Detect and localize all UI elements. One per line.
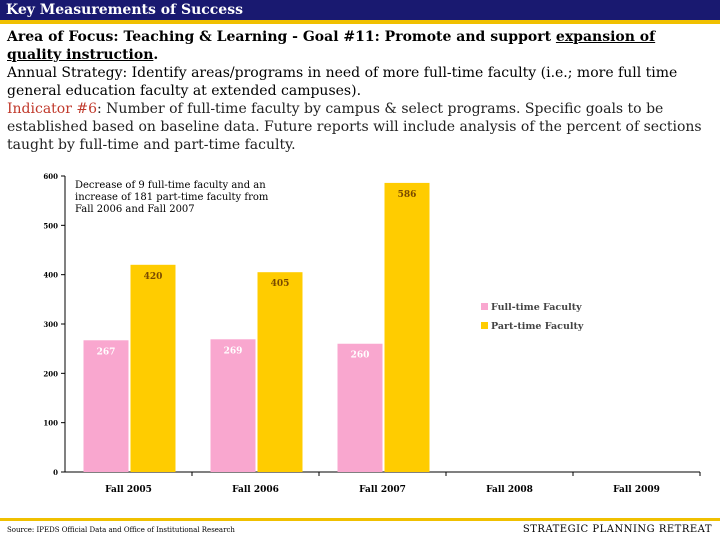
data-label: 405	[271, 279, 290, 289]
bar-part-time	[384, 182, 430, 472]
x-tick-label: Fall 2006	[232, 485, 279, 495]
y-tick-label: 0	[53, 468, 58, 477]
x-tick-label: Fall 2009	[613, 485, 660, 495]
legend-label: Full-time Faculty	[491, 302, 582, 313]
legend-swatch	[481, 322, 488, 329]
data-label: 586	[398, 190, 417, 200]
legend-swatch	[481, 303, 488, 310]
indicator-statement: Indicator #6: Number of full-time facult…	[7, 100, 713, 154]
x-tick-label: Fall 2007	[359, 485, 406, 495]
y-tick-label: 400	[43, 271, 58, 280]
data-label: 420	[144, 272, 163, 282]
legend-label: Part-time Faculty	[491, 321, 584, 332]
text-block: Area of Focus: Teaching & Learning - Goa…	[7, 28, 713, 154]
page-title: Key Measurements of Success	[0, 0, 720, 20]
x-tick-label: Fall 2005	[105, 485, 152, 495]
data-label: 267	[97, 347, 116, 357]
chart-annotation: Decrease of 9 full-time faculty and an i…	[75, 180, 269, 215]
indicator-label: Indicator #6	[7, 101, 98, 117]
data-label: 269	[224, 346, 243, 356]
footer-title: STRATEGIC PLANNING RETREAT	[522, 524, 712, 535]
x-tick-label: Fall 2008	[486, 485, 533, 495]
focus-statement: Area of Focus: Teaching & Learning - Goa…	[7, 28, 713, 64]
bar-full-time	[83, 340, 129, 472]
bar-part-time	[130, 264, 176, 472]
bar-part-time	[257, 272, 303, 472]
title-divider	[0, 20, 720, 24]
indicator-text: : Number of full-time faculty by campus …	[7, 101, 702, 153]
bar-full-time	[210, 339, 256, 472]
y-tick-label: 200	[43, 369, 58, 378]
data-label: 260	[351, 351, 370, 361]
bar-full-time	[337, 343, 383, 472]
focus-underlined: expansion of quality instruction	[7, 29, 656, 63]
footer-divider	[0, 518, 720, 521]
y-tick-label: 300	[43, 320, 58, 329]
focus-prefix: Area of Focus: Teaching & Learning - Goa…	[7, 29, 556, 45]
focus-suffix: .	[153, 47, 159, 63]
source-note: Source: IPEDS Official Data and Office o…	[7, 526, 235, 534]
y-tick-label: 100	[43, 419, 58, 428]
y-tick-label: 500	[43, 221, 58, 230]
annual-strategy: Annual Strategy: Identify areas/programs…	[7, 65, 678, 99]
y-tick-label: 600	[43, 172, 58, 181]
